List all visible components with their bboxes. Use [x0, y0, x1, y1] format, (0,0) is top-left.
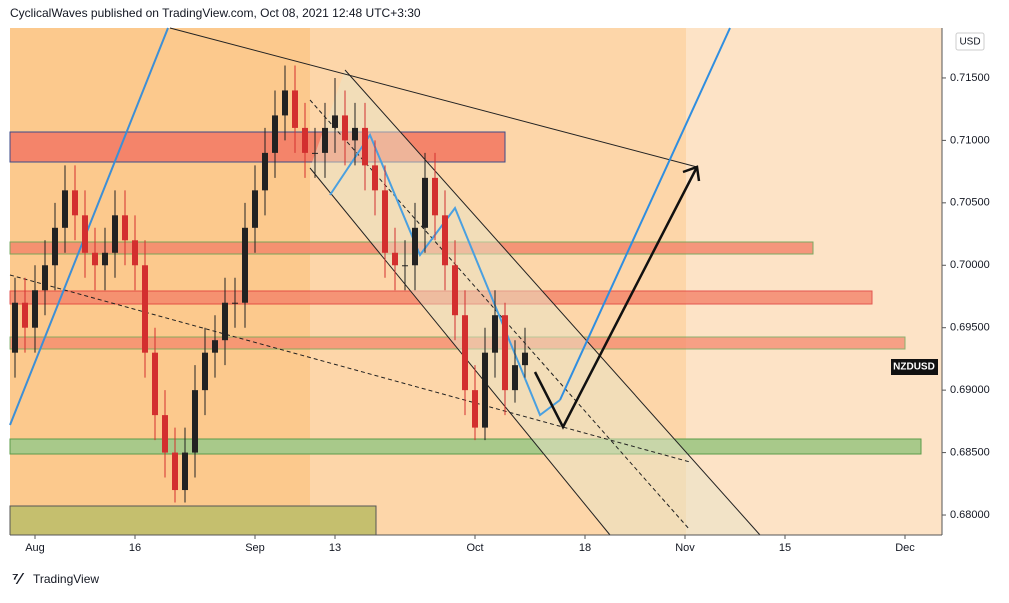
- candle-body: [372, 165, 378, 191]
- x-tick-label: Nov: [675, 542, 695, 554]
- candles: [12, 65, 528, 503]
- candle-body: [272, 115, 278, 153]
- blue-line: [559, 27, 731, 401]
- candle-body: [352, 127, 358, 141]
- candle-body: [162, 415, 168, 453]
- x-tick-label: Aug: [25, 542, 45, 554]
- candle-body: [342, 115, 348, 141]
- candle-body: [182, 452, 188, 491]
- candle-body: [152, 352, 158, 416]
- y-tick-label: 0.70000: [950, 259, 990, 271]
- candle-body: [332, 115, 338, 128]
- candle-body: [22, 302, 28, 328]
- black-arrow: [533, 166, 699, 430]
- channel-mid: [309, 99, 691, 531]
- candle-body: [402, 265, 408, 267]
- candle-body: [422, 177, 428, 228]
- candle-body: [92, 252, 98, 266]
- candle-body: [122, 215, 128, 241]
- candle-body: [82, 215, 88, 253]
- candle-body: [522, 352, 528, 366]
- blue-line: [9, 27, 169, 426]
- candle-body: [302, 127, 308, 153]
- candle-body: [62, 190, 68, 228]
- candle-body: [172, 452, 178, 491]
- channel-bottom: [309, 167, 611, 536]
- arrow-head: [682, 165, 701, 182]
- channel-top: [344, 69, 761, 536]
- candle-body: [142, 265, 148, 353]
- logo: ⁷⁄: [12, 571, 25, 588]
- x-tick-label: 15: [779, 542, 791, 554]
- candle-body: [462, 315, 468, 391]
- currency: USD: [959, 37, 980, 48]
- symbol-box: [891, 359, 938, 375]
- candle-body: [202, 352, 208, 391]
- candle-body: [32, 290, 38, 328]
- dashed-trend: [9, 274, 691, 463]
- candle-body: [482, 352, 488, 428]
- y-tick-label: 0.68000: [950, 509, 990, 521]
- trend-line: [169, 27, 698, 168]
- x-tick-label: 16: [129, 542, 141, 554]
- y-tick-label: 0.69500: [950, 322, 990, 334]
- candle-body: [192, 390, 198, 453]
- candle-body: [132, 240, 138, 266]
- candle-body: [432, 177, 438, 216]
- x-tick-label: Dec: [895, 542, 915, 554]
- candle-body: [42, 265, 48, 291]
- candle-body: [282, 90, 288, 116]
- candle-body: [412, 227, 418, 266]
- header: CyclicalWaves published on TradingView.c…: [10, 6, 421, 20]
- x-tick-label: 18: [579, 542, 591, 554]
- candle-body: [262, 152, 268, 191]
- candle-body: [322, 127, 328, 153]
- x-tick-label: Oct: [466, 542, 483, 554]
- candle-body: [312, 152, 318, 154]
- zone-olive: [9, 505, 377, 536]
- candle-body: [242, 227, 248, 303]
- zone-red: [9, 131, 506, 163]
- candle-body: [232, 302, 238, 304]
- y-tick-label: 0.69000: [950, 384, 990, 396]
- candle-body: [72, 190, 78, 216]
- candle-body: [252, 190, 258, 228]
- candle-body: [492, 315, 498, 353]
- candle-body: [362, 127, 368, 166]
- candle-body: [382, 190, 388, 253]
- x-tick-label: 13: [329, 542, 341, 554]
- currency-box: [955, 32, 985, 51]
- candle-body: [222, 302, 228, 341]
- candle-body: [292, 90, 298, 128]
- candle-body: [392, 252, 398, 266]
- y-tick-label: 0.68500: [950, 446, 990, 458]
- candle-body: [442, 215, 448, 266]
- price-axis: [942, 28, 1009, 535]
- candle-body: [52, 227, 58, 266]
- y-tick-label: 0.71000: [950, 134, 990, 146]
- candle-body: [12, 302, 18, 353]
- footer: TradingView: [33, 572, 99, 586]
- x-tick-label: Sep: [245, 542, 265, 554]
- y-tick-label: 0.70500: [950, 197, 990, 209]
- candle-body: [212, 340, 218, 353]
- y-tick-label: 0.71500: [950, 72, 990, 84]
- zone-green: [9, 438, 922, 455]
- symbol: NZDUSD: [893, 362, 935, 373]
- candle-body: [452, 265, 458, 316]
- candle-body: [472, 390, 478, 428]
- candle-body: [112, 215, 118, 253]
- candle-body: [102, 252, 108, 266]
- candle-body: [502, 315, 508, 391]
- time-axis: [0, 535, 1009, 563]
- candle-body: [512, 365, 518, 391]
